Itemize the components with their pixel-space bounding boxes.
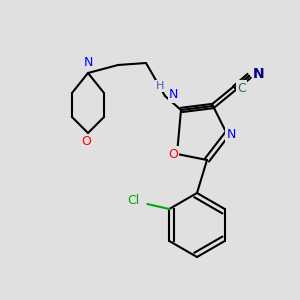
Text: N: N (169, 88, 178, 101)
Text: Cl: Cl (127, 194, 139, 208)
Text: H: H (156, 81, 164, 91)
Text: N: N (226, 128, 236, 140)
Text: O: O (168, 148, 178, 160)
Text: N: N (253, 67, 265, 81)
Text: N: N (83, 56, 93, 69)
Text: C: C (237, 82, 246, 94)
Text: O: O (81, 135, 91, 148)
